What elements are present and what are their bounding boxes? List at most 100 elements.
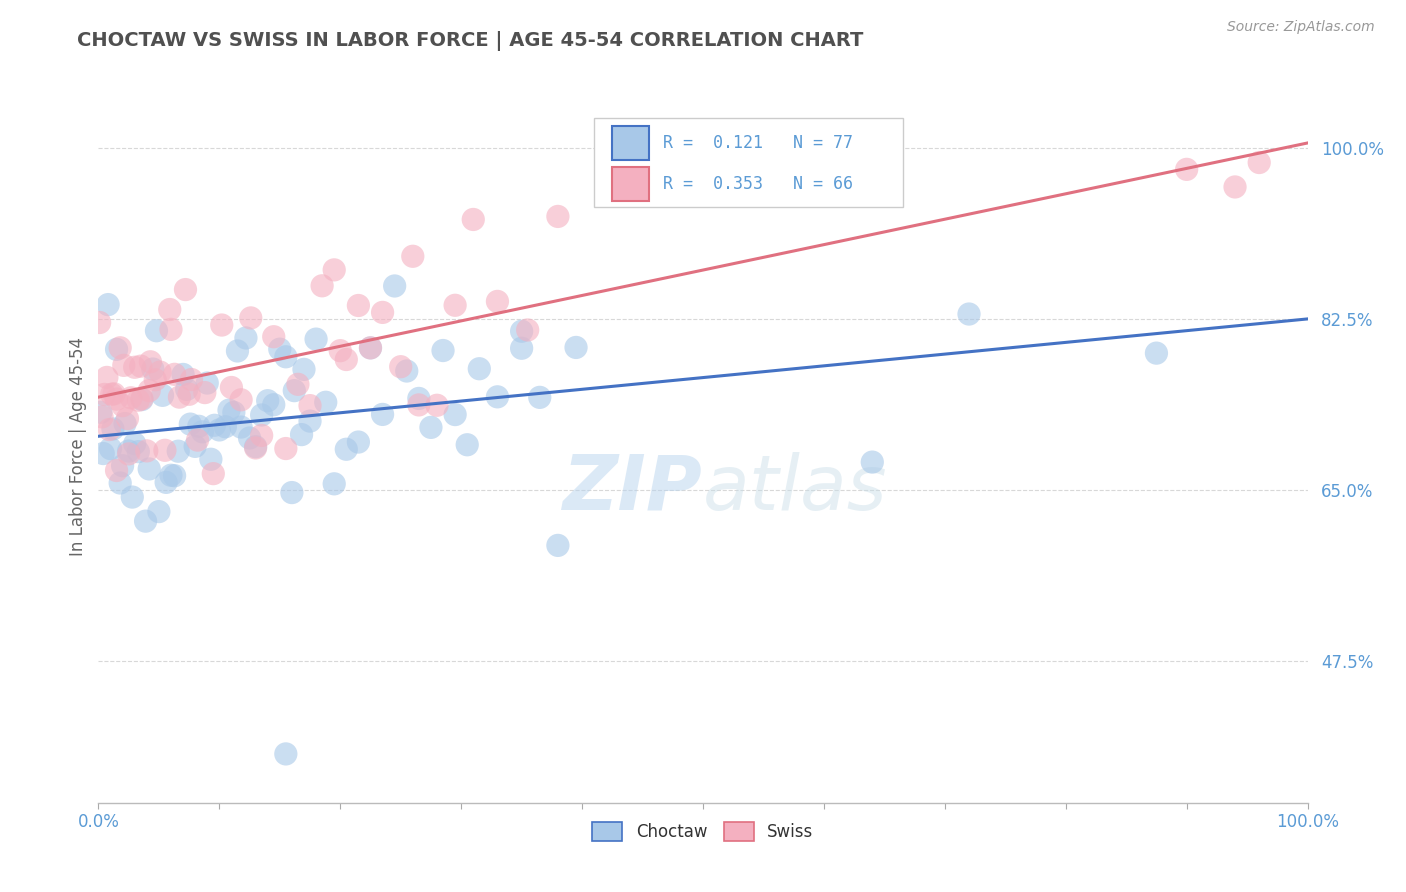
Point: [187, 433, 209, 447]
Point: [172, 368, 194, 382]
Point: [159, 302, 181, 317]
Point: [135, 514, 157, 528]
Point: [250, 408, 273, 422]
Point: [335, 442, 357, 457]
Point: [263, 329, 285, 343]
Point: [93, 387, 115, 401]
Point: [120, 391, 142, 405]
Point: [112, 359, 135, 373]
Point: [200, 452, 222, 467]
Point: [105, 463, 128, 477]
Point: [245, 440, 267, 454]
Point: [547, 538, 569, 552]
Point: [149, 365, 172, 379]
Point: [360, 341, 382, 355]
Point: [229, 392, 252, 407]
Point: [208, 423, 231, 437]
Point: [547, 210, 569, 224]
Point: [510, 341, 533, 355]
Legend: Choctaw, Swiss: Choctaw, Swiss: [586, 815, 820, 848]
Point: [145, 324, 167, 338]
Point: [163, 368, 186, 382]
Point: [239, 310, 262, 325]
Point: [299, 414, 322, 428]
Point: [218, 403, 240, 417]
Point: [108, 341, 131, 355]
Point: [214, 419, 236, 434]
Point: [1175, 162, 1198, 177]
Point: [360, 341, 382, 355]
Point: [143, 373, 166, 387]
Point: [347, 298, 370, 312]
Point: [97, 297, 120, 311]
Point: [131, 392, 153, 406]
Point: [456, 438, 478, 452]
Point: [245, 441, 267, 455]
Point: [180, 373, 202, 387]
Point: [315, 395, 337, 409]
Point: [179, 387, 201, 401]
Point: [444, 298, 467, 312]
Point: [105, 343, 128, 357]
Point: [432, 343, 454, 358]
Point: [117, 411, 139, 425]
Point: [184, 439, 207, 453]
Point: [167, 444, 190, 458]
Point: [516, 323, 538, 337]
Point: [169, 390, 191, 404]
Text: CHOCTAW VS SWISS IN LABOR FORCE | AGE 45-54 CORRELATION CHART: CHOCTAW VS SWISS IN LABOR FORCE | AGE 45…: [77, 31, 863, 51]
FancyBboxPatch shape: [595, 118, 903, 207]
Point: [395, 364, 418, 378]
Point: [281, 485, 304, 500]
Point: [1249, 155, 1271, 169]
Point: [187, 419, 209, 434]
Point: [91, 446, 114, 460]
Point: [160, 468, 183, 483]
Point: [269, 342, 291, 356]
Point: [89, 316, 111, 330]
Text: atlas: atlas: [703, 452, 887, 525]
Point: [138, 462, 160, 476]
Point: [274, 442, 297, 456]
Text: R =  0.121   N = 77: R = 0.121 N = 77: [664, 134, 853, 152]
Point: [179, 417, 201, 431]
Point: [101, 422, 124, 436]
Point: [371, 305, 394, 319]
Point: [222, 405, 245, 419]
Point: [204, 418, 226, 433]
Bar: [613, 167, 648, 202]
Point: [226, 343, 249, 358]
Point: [389, 359, 412, 374]
Point: [100, 387, 122, 401]
Point: [510, 324, 533, 338]
Text: Source: ZipAtlas.com: Source: ZipAtlas.com: [1227, 20, 1375, 34]
Point: [426, 398, 449, 412]
Point: [194, 385, 217, 400]
Point: [138, 384, 160, 398]
Point: [329, 343, 352, 358]
Text: R =  0.353   N = 66: R = 0.353 N = 66: [664, 175, 853, 193]
Point: [100, 442, 122, 456]
Point: [408, 398, 430, 412]
Point: [305, 332, 328, 346]
Point: [408, 392, 430, 406]
Point: [283, 384, 305, 398]
Point: [114, 417, 136, 431]
Point: [142, 362, 165, 376]
Point: [90, 405, 112, 419]
Point: [335, 352, 357, 367]
Point: [287, 377, 309, 392]
Point: [444, 408, 467, 422]
Point: [299, 399, 322, 413]
Point: [91, 409, 114, 424]
Point: [229, 420, 252, 434]
Point: [163, 468, 186, 483]
Point: [131, 392, 153, 407]
Point: [274, 747, 297, 761]
Point: [155, 475, 177, 490]
Point: [127, 444, 149, 458]
Point: [323, 476, 346, 491]
Text: ZIP: ZIP: [564, 452, 703, 525]
Point: [124, 436, 146, 450]
Point: [860, 455, 883, 469]
